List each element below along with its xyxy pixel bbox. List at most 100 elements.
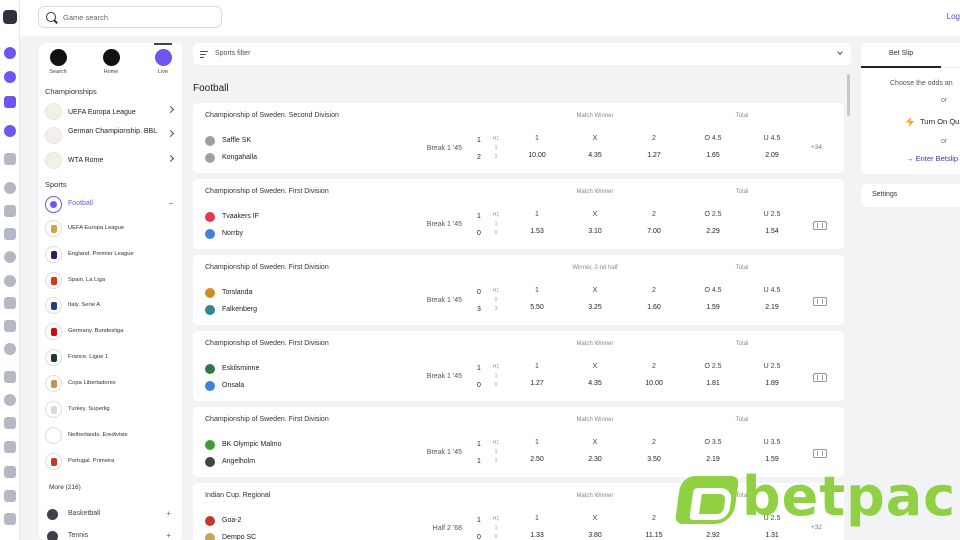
match-league-title[interactable]: Championship of Sweden. First Division (205, 188, 329, 195)
odds-button[interactable]: 2.19 (706, 456, 720, 463)
casino-icon[interactable] (4, 47, 16, 59)
home-team-row[interactable]: Eskilsminne (205, 363, 465, 377)
championship-item[interactable]: WTA Rome (45, 150, 175, 172)
home-team-row[interactable]: Saffle SK (205, 135, 465, 149)
odds-button[interactable]: 3.50 (647, 456, 661, 463)
video-icon[interactable] (4, 513, 16, 525)
widgets-icon[interactable] (4, 371, 16, 383)
away-team-row[interactable]: Angelholm (205, 456, 465, 470)
odds-button[interactable]: 1.60 (647, 304, 661, 311)
away-team-row[interactable]: Dempo SC (205, 532, 465, 540)
odds-button[interactable]: 11.15 (645, 532, 663, 539)
league-item[interactable]: Portugal. Primeira (45, 453, 175, 473)
league-item[interactable]: Copa Libertadores (45, 375, 175, 395)
sport-item[interactable]: Tennis + (47, 529, 175, 540)
apps-icon[interactable] (4, 228, 16, 240)
more-markets-button[interactable]: +34 (811, 144, 823, 151)
league-item[interactable]: France. Ligue 1 (45, 349, 175, 369)
home-team-row[interactable]: BK Olympic Malmo (205, 439, 465, 453)
odds-button[interactable]: 2.92 (706, 532, 720, 539)
trophy-icon[interactable] (4, 153, 16, 165)
chip-icon[interactable] (4, 275, 16, 287)
match-league-title[interactable]: Indian Cup. Regional (205, 492, 271, 499)
away-team-row[interactable]: Kongahalla (205, 152, 465, 166)
app-logo-icon[interactable] (3, 10, 17, 24)
ticket-icon[interactable] (4, 441, 16, 453)
odds-button[interactable]: 1.54 (765, 228, 779, 235)
odds-button[interactable]: 2.50 (530, 456, 544, 463)
esports-icon[interactable] (4, 490, 16, 502)
stats-icon[interactable] (813, 221, 827, 230)
odds-button[interactable]: 1.53 (530, 228, 544, 235)
stats-icon[interactable] (813, 297, 827, 306)
match-league-title[interactable]: Championship of Sweden. Second Division (205, 112, 339, 119)
cup-icon[interactable] (4, 297, 16, 309)
coin-icon[interactable] (4, 125, 16, 137)
more-sports-link[interactable]: More (216) (49, 484, 81, 491)
tv-icon[interactable] (4, 320, 16, 332)
tab-bet-slip[interactable]: Bet Slip (861, 43, 941, 68)
odds-button[interactable]: 4.35 (588, 380, 602, 387)
league-item[interactable]: Spain. La Liga (45, 272, 175, 292)
league-item[interactable]: England. Premier League (45, 246, 175, 266)
game-search-input[interactable]: Game search (38, 6, 222, 28)
championship-item[interactable]: German Championship. BBL (45, 125, 175, 147)
sport-item[interactable]: Basketball + (47, 507, 175, 523)
odds-button[interactable]: 10.00 (645, 380, 663, 387)
league-item[interactable]: Germany. Bundesliga (45, 323, 175, 343)
odds-button[interactable]: 10.00 (528, 152, 546, 159)
match-league-title[interactable]: Championship of Sweden. First Division (205, 340, 329, 347)
odds-button[interactable]: 1.89 (765, 380, 779, 387)
enter-betslip-link[interactable]: → Enter Betslip (906, 154, 959, 163)
odds-button[interactable]: 3.25 (588, 304, 602, 311)
odds-button[interactable]: 4.35 (588, 152, 602, 159)
gamepad-icon[interactable] (4, 466, 16, 478)
dice-icon[interactable] (4, 251, 16, 263)
league-item[interactable]: UEFA Europa League (45, 220, 175, 240)
quick-nav-home[interactable]: Home (94, 49, 128, 75)
stats-icon[interactable] (813, 449, 827, 458)
match-league-title[interactable]: Championship of Sweden. First Division (205, 416, 329, 423)
odds-button[interactable]: 1.65 (706, 152, 720, 159)
scrollbar[interactable] (847, 74, 850, 116)
odds-button[interactable]: 2.09 (765, 152, 779, 159)
odds-button[interactable]: 1.27 (530, 380, 544, 387)
settings-button[interactable]: Settings (861, 184, 960, 207)
odds-button[interactable]: 2.19 (765, 304, 779, 311)
login-link[interactable]: Log (946, 12, 960, 21)
home-team-row[interactable]: Torslanda (205, 287, 465, 301)
odds-button[interactable]: 5.50 (530, 304, 544, 311)
away-team-row[interactable]: Onsala (205, 380, 465, 394)
grid-games-icon[interactable] (4, 96, 16, 108)
more-markets-button[interactable]: +32 (811, 524, 823, 531)
championship-item[interactable]: UEFA Europa League (45, 101, 175, 123)
odds-button[interactable]: 2.29 (706, 228, 720, 235)
odds-button[interactable]: 1.27 (647, 152, 661, 159)
league-item[interactable]: Italy. Serie A (45, 297, 175, 317)
match-league-title[interactable]: Championship of Sweden. First Division (205, 264, 329, 271)
sport-football[interactable]: Football (45, 195, 175, 215)
odds-button[interactable]: 3.80 (588, 532, 602, 539)
stats-icon[interactable] (813, 373, 827, 382)
promo-icon[interactable] (4, 417, 16, 429)
sports-icon[interactable] (4, 182, 16, 194)
odds-button[interactable]: 1.81 (706, 380, 720, 387)
odds-button[interactable]: 7.00 (647, 228, 661, 235)
odds-button[interactable]: 1.59 (765, 456, 779, 463)
bonus-icon[interactable] (4, 394, 16, 406)
cards-icon[interactable] (4, 205, 16, 217)
home-team-row[interactable]: Tvaakers IF (205, 211, 465, 225)
quick-nav-live[interactable]: Live (146, 43, 180, 75)
odds-button[interactable]: 1.59 (706, 304, 720, 311)
turn-on-quick-bet-button[interactable]: Turn On Qu (898, 113, 960, 130)
away-team-row[interactable]: Norrby (205, 228, 465, 242)
odds-button[interactable]: 1.31 (765, 532, 779, 539)
home-team-row[interactable]: Goa-2 (205, 515, 465, 529)
away-team-row[interactable]: Falkenberg (205, 304, 465, 318)
league-item[interactable]: Turkey. Superlig (45, 401, 175, 421)
plus-circle-icon[interactable] (4, 343, 16, 355)
odds-button[interactable]: 2.30 (588, 456, 602, 463)
odds-button[interactable]: 1.33 (530, 532, 544, 539)
sports-filter-dropdown[interactable]: Sports filter (193, 43, 851, 65)
odds-button[interactable]: 3.10 (588, 228, 602, 235)
